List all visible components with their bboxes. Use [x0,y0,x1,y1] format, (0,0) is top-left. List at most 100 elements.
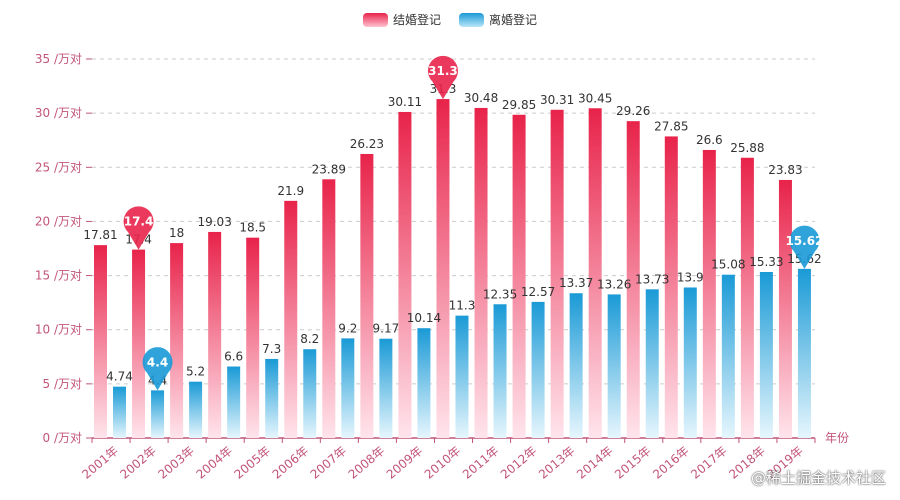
x-tick-label: 2010年 [422,444,464,482]
x-tick-label: 2015年 [612,444,654,482]
marker-pin-shape [789,225,820,269]
data-label: 21.9 [277,184,304,198]
x-tick-label: 2007年 [308,444,350,482]
bar-divorce[interactable] [303,349,317,438]
y-tick-label: 0 /万对 [43,431,83,445]
bar-divorce[interactable] [607,294,621,438]
bar-divorce[interactable] [151,390,165,438]
data-label: 25.88 [730,141,764,155]
y-tick-label: 10 /万对 [35,323,82,337]
marker-pin: 31.3 [427,55,458,100]
bar-marriage[interactable] [94,245,107,438]
x-tick-label: 2009年 [384,444,426,482]
data-label: 13.9 [677,270,704,284]
x-tick-label: 2012年 [498,444,540,482]
marker-pin: 15.62 [785,225,823,269]
legend-swatch-marriage [362,12,388,27]
bar-marriage[interactable] [740,157,754,438]
data-label: 12.57 [521,285,555,299]
bar-divorce[interactable] [189,381,203,438]
bar-marriage[interactable] [436,99,450,439]
bar-marriage[interactable] [474,107,488,439]
markers: 17.4 31.3 4.4 15.62 [123,55,823,391]
y-tick-label: 20 /万对 [35,214,82,228]
x-tick-label: 2005年 [232,444,274,482]
watermark: @稀土掘金技术社区 [750,469,886,487]
x-tick-label: 2003年 [155,444,197,482]
bar-divorce[interactable] [265,358,279,438]
y-tick-label: 35 /万对 [35,52,82,66]
bar-divorce[interactable] [721,274,735,438]
bar-marriage[interactable] [702,149,716,438]
data-label: 12.35 [483,287,517,301]
legend-label-marriage: 结婚登记 [392,13,441,27]
x-tick-label: 2006年 [270,444,312,482]
data-label: 30.48 [464,91,498,105]
x-tick-label: 2011年 [460,444,502,482]
data-label: 8.2 [300,332,319,346]
data-label: 5.2 [186,365,205,379]
data-label: 11.3 [449,299,476,313]
bar-marriage[interactable] [284,200,298,438]
bar-divorce[interactable] [341,338,355,438]
marker-label: 4.4 [147,355,168,369]
data-label: 30.45 [578,91,612,105]
data-label: 15.33 [749,255,783,269]
bar-divorce[interactable] [645,289,659,438]
bar-marriage[interactable] [360,153,374,439]
data-label: 4.74 [106,370,133,384]
bar-divorce[interactable] [379,338,393,438]
x-tick-label: 2008年 [346,444,388,482]
data-label: 29.85 [502,98,536,112]
data-label: 6.6 [224,350,243,364]
marker-pin-shape [142,347,173,391]
bar-divorce[interactable] [227,366,241,438]
x-tick-label: 2016年 [650,444,692,482]
bar-marriage[interactable] [664,136,678,438]
bar-divorce[interactable] [417,328,431,438]
marker-label: 31.3 [428,64,458,78]
data-label: 30.31 [540,93,574,107]
bar-divorce[interactable] [683,287,697,438]
bar-marriage[interactable] [170,243,184,438]
bar-marriage[interactable] [208,231,222,438]
data-label: 23.83 [768,163,802,177]
data-label: 9.2 [338,321,357,335]
data-label: 27.85 [654,119,688,133]
bar-divorce[interactable] [113,386,126,438]
data-label: 23.89 [312,162,346,176]
bar-marriage[interactable] [626,121,640,438]
bar-marriage[interactable] [398,111,412,438]
bar-marriage[interactable] [322,179,336,439]
bar-marriage[interactable] [550,109,564,438]
data-label: 19.03 [197,215,231,229]
legend-item-divorce[interactable]: 离婚登记 [459,11,537,28]
legend-item-marriage[interactable]: 结婚登记 [362,11,441,28]
x-tick-label: 2001年 [79,444,121,482]
data-label: 13.73 [635,272,669,286]
bar-divorce[interactable] [797,268,811,438]
bar-divorce[interactable] [455,315,469,438]
bar-marriage[interactable] [246,237,260,438]
y-tick-label: 30 /万对 [35,106,82,120]
bar-divorce[interactable] [531,301,545,438]
data-label: 17.81 [83,228,117,242]
y-tick-label: 5 /万对 [43,377,83,391]
y-tick-label: 15 /万对 [35,269,82,283]
bar-marriage[interactable] [588,108,602,439]
x-tick-label: 2004年 [194,444,236,482]
bar-marriage[interactable] [132,249,146,438]
x-tick-label: 2014年 [574,444,616,482]
bar-divorce[interactable] [493,304,507,438]
bar-divorce[interactable] [759,271,773,438]
marker-label: 15.62 [785,234,823,248]
bar-marriage[interactable] [778,179,792,438]
marker-pin-shape [123,206,154,250]
legend: 结婚登记 离婚登记 [0,11,900,28]
data-label: 10.14 [407,311,441,325]
data-label: 30.11 [388,95,422,109]
bar-divorce[interactable] [569,293,583,438]
data-label: 26.6 [696,133,723,147]
data-label: 18 [169,226,184,240]
bar-marriage[interactable] [512,114,526,438]
